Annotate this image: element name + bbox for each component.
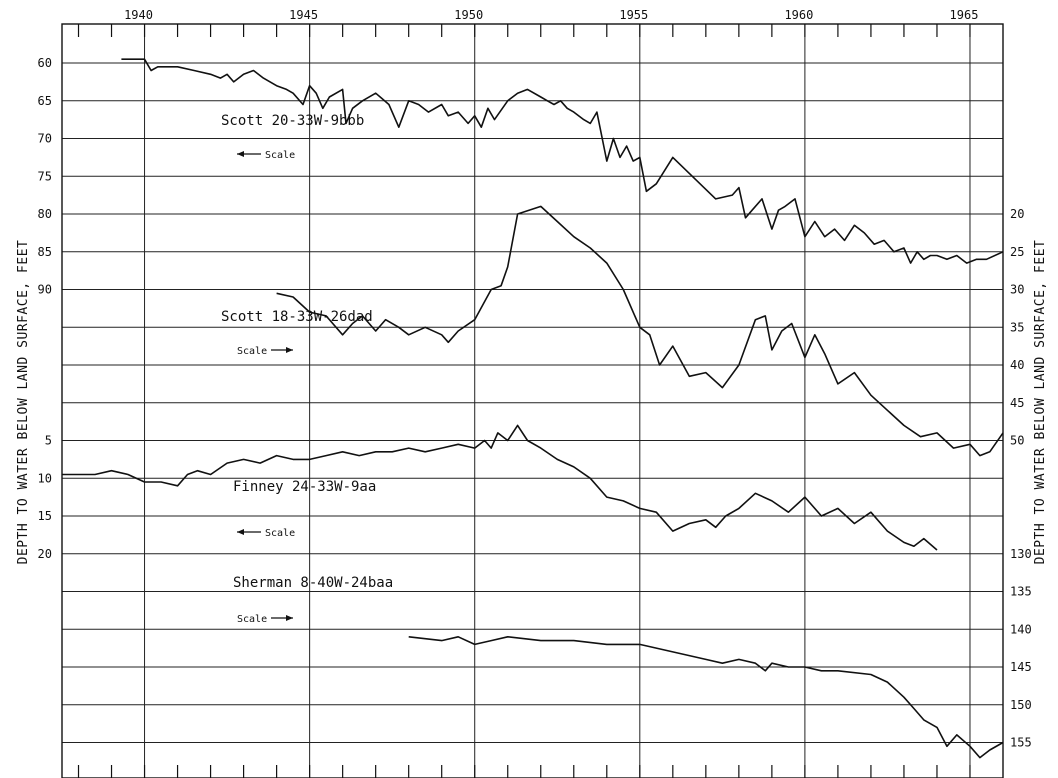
right-tick-label: 150 xyxy=(1010,698,1032,712)
x-tick-label: 1965 xyxy=(950,8,979,22)
scale-arrow-right-icon xyxy=(286,615,293,621)
scale-indicator: Scale xyxy=(237,614,293,625)
scale-indicator: Scale xyxy=(237,346,293,357)
scale-text: Scale xyxy=(265,528,295,539)
scale-arrow-left-icon xyxy=(237,529,244,535)
x-axis-ticks xyxy=(77,24,971,778)
right-tick-label: 135 xyxy=(1010,585,1032,599)
scale-arrow-right-icon xyxy=(286,347,293,353)
right-tick-label: 20 xyxy=(1010,207,1024,221)
right-axis-title: DEPTH TO WATER BELOW LAND SURFACE, FEET xyxy=(1033,240,1048,565)
right-tick-label: 50 xyxy=(1010,434,1024,448)
left-tick-labels: 60 65 70 75 80 85 90 5 10 15 20 xyxy=(38,56,52,561)
series-line-1 xyxy=(121,58,1004,264)
left-tick-label: 80 xyxy=(38,207,52,221)
x-tick-label: 1960 xyxy=(784,8,813,22)
left-tick-label: 60 xyxy=(38,56,52,70)
right-tick-label: 35 xyxy=(1010,320,1024,334)
left-tick-label: 70 xyxy=(38,132,52,146)
scale-text: Scale xyxy=(237,346,267,357)
right-tick-label: 45 xyxy=(1010,396,1024,410)
series-lines xyxy=(62,58,1004,759)
left-axis-title: DEPTH TO WATER BELOW LAND SURFACE, FEET xyxy=(16,240,31,565)
right-tick-label: 25 xyxy=(1010,245,1024,259)
plot-frame xyxy=(61,23,1004,778)
x-tick-label: 1950 xyxy=(454,8,483,22)
right-tick-label: 140 xyxy=(1010,622,1032,636)
series-line-3 xyxy=(62,424,938,551)
left-tick-label: 85 xyxy=(38,245,52,259)
series-label: Scott 18-33W-26dad xyxy=(221,309,373,325)
scale-indicator: Scale xyxy=(237,528,295,539)
x-tick-label: 1945 xyxy=(289,8,318,22)
left-tick-label: 10 xyxy=(38,471,52,485)
left-tick-label: 15 xyxy=(38,509,52,523)
gridlines xyxy=(62,24,1003,778)
scale-text: Scale xyxy=(265,150,295,161)
scale-indicator: Scale xyxy=(237,150,295,161)
x-tick-label: 1940 xyxy=(124,8,153,22)
left-tick-label: 90 xyxy=(38,283,52,297)
series-label: Finney 24-33W-9aa xyxy=(233,479,376,495)
series-label: Sherman 8-40W-24baa xyxy=(233,575,393,591)
series-annotations: Scott 20-33W-9bbb Scale Scott 18-33W-26dad… xyxy=(221,113,393,625)
x-tick-label: 1955 xyxy=(619,8,648,22)
left-tick-label: 65 xyxy=(38,94,52,108)
scale-arrow-left-icon xyxy=(237,151,244,157)
series-line-4 xyxy=(408,635,1004,759)
right-tick-labels: 20 25 30 35 40 45 50 130 135 140 145 150 155 xyxy=(1010,207,1032,750)
right-tick-label: 30 xyxy=(1010,283,1024,297)
scale-text: Scale xyxy=(237,614,267,625)
left-tick-label: 5 xyxy=(45,434,52,448)
series-line-2 xyxy=(276,205,1004,457)
right-tick-label: 40 xyxy=(1010,358,1024,372)
right-tick-label: 155 xyxy=(1010,736,1032,750)
left-tick-label: 20 xyxy=(38,547,52,561)
x-tick-labels: 1940 1945 1950 1955 1960 1965 xyxy=(124,8,978,22)
right-tick-label: 145 xyxy=(1010,660,1032,674)
right-tick-label: 130 xyxy=(1010,547,1032,561)
left-tick-label: 75 xyxy=(38,169,52,183)
series-label: Scott 20-33W-9bbb xyxy=(221,113,364,129)
